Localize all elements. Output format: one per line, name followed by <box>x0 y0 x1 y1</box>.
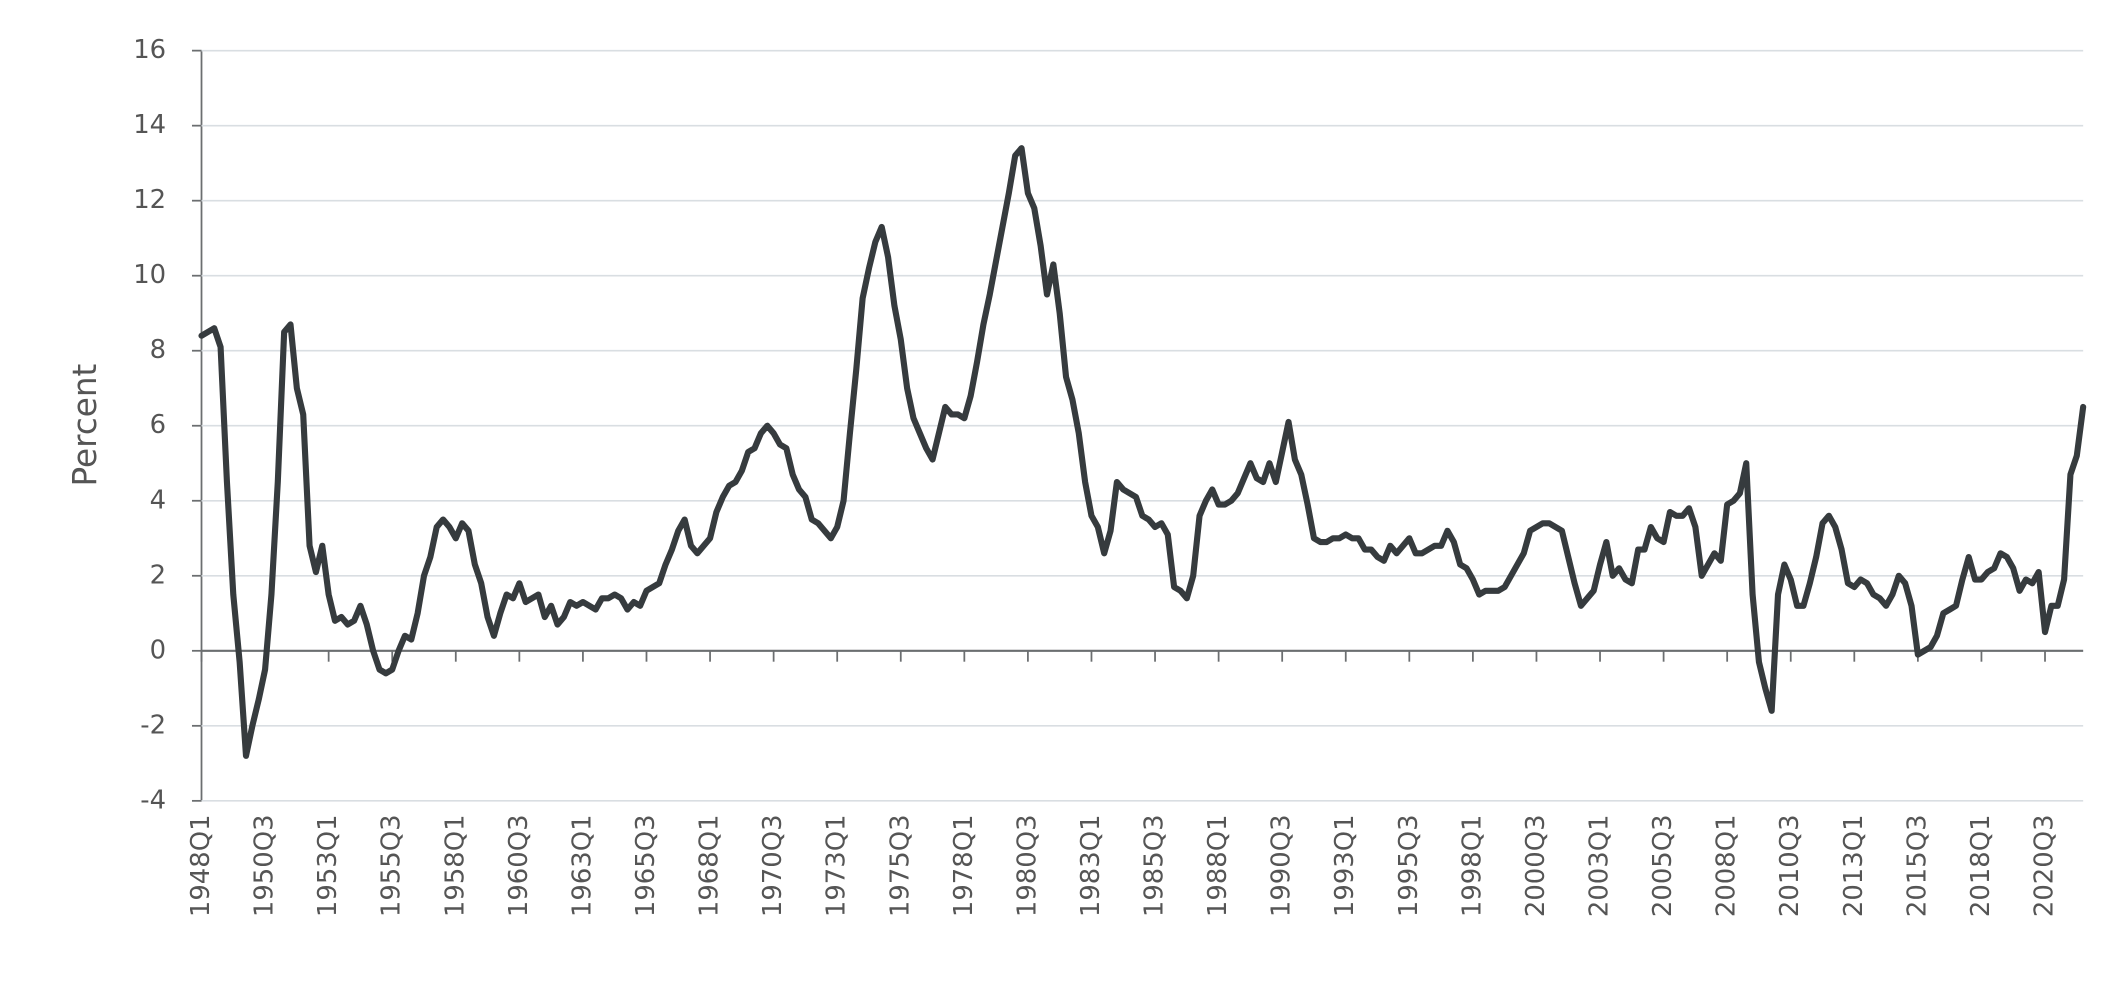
y-tick-label: -4 <box>140 785 166 815</box>
x-tick-label: 2003Q1 <box>1585 814 1615 917</box>
x-tick-label: 1980Q3 <box>1012 814 1042 917</box>
x-tick-label: 1960Q3 <box>504 814 534 917</box>
x-tick-label: 2000Q3 <box>1521 814 1551 917</box>
y-axis-label: Percent <box>66 363 104 486</box>
x-tick-label: 1953Q1 <box>313 814 343 917</box>
x-tick-label: 1988Q1 <box>1203 814 1233 917</box>
y-tick-label: 12 <box>133 185 166 215</box>
x-tick-label: 1998Q1 <box>1457 814 1487 917</box>
y-tick-label: 4 <box>150 485 166 515</box>
x-tick-label: 1978Q1 <box>949 814 979 917</box>
data-line <box>198 145 2087 759</box>
x-tick-label: 2015Q3 <box>1902 814 1932 917</box>
y-tick-label: 8 <box>150 335 166 365</box>
x-tick-label: 2018Q1 <box>1966 814 1996 917</box>
y-tick-label: 10 <box>133 260 166 290</box>
x-tick-label: 1975Q3 <box>885 814 915 917</box>
x-tick-label: 1958Q1 <box>440 814 470 917</box>
x-tick-label: 1970Q3 <box>758 814 788 917</box>
x-tick-label: 2005Q3 <box>1648 814 1678 917</box>
x-tick-label: 2010Q3 <box>1775 814 1805 917</box>
x-tick-label: 1995Q3 <box>1394 814 1424 917</box>
y-tick-label: 6 <box>150 410 166 440</box>
x-tick-label: 1950Q3 <box>250 814 280 917</box>
x-tick-label: 1965Q3 <box>631 814 661 917</box>
x-tick-label: 1983Q1 <box>1076 814 1106 917</box>
x-tick-label: 1963Q1 <box>567 814 597 917</box>
x-tick-label: 1955Q3 <box>377 814 407 917</box>
y-tick-label: 14 <box>133 110 166 140</box>
y-tick-label: 0 <box>150 635 166 665</box>
y-tick-label: 2 <box>150 560 166 590</box>
x-tick-label: 1973Q1 <box>822 814 852 917</box>
x-tick-label: 1993Q1 <box>1330 814 1360 917</box>
x-tick-label: 1990Q3 <box>1267 814 1297 917</box>
y-tick-label: 16 <box>133 35 166 65</box>
x-tick-label: 1948Q1 <box>186 814 216 917</box>
x-tick-label: 2008Q1 <box>1712 814 1742 917</box>
x-tick-label: 2020Q3 <box>2030 814 2060 917</box>
y-tick-label: -2 <box>140 710 166 740</box>
x-tick-label: 1985Q3 <box>1140 814 1170 917</box>
x-tick-label: 2013Q1 <box>1839 814 1869 917</box>
x-tick-label: 1968Q1 <box>695 814 725 917</box>
